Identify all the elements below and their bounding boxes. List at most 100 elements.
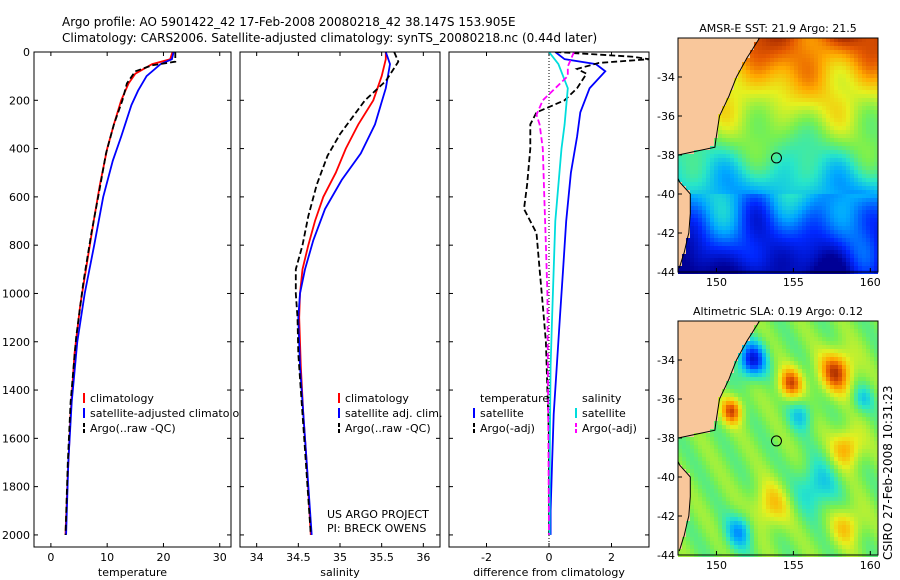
heatmap-cell	[794, 42, 798, 46]
heatmap-cell	[754, 357, 758, 361]
heatmap-cell	[754, 513, 758, 517]
heatmap-cell	[802, 449, 806, 453]
heatmap-cell	[790, 102, 794, 106]
heatmap-cell	[810, 409, 814, 413]
heatmap-cell	[762, 222, 766, 226]
heatmap-cell	[718, 118, 722, 122]
heatmap-cell	[782, 98, 786, 102]
heatmap-cell	[798, 130, 802, 134]
heatmap-cell	[834, 377, 838, 381]
heatmap-cell	[862, 473, 866, 477]
heatmap-cell	[810, 70, 814, 74]
heatmap-cell	[738, 357, 742, 361]
heatmap-cell	[858, 397, 862, 401]
heatmap-cell	[742, 473, 746, 477]
heatmap-cell	[846, 465, 850, 469]
heatmap-cell	[790, 182, 794, 186]
heatmap-cell	[806, 381, 810, 385]
heatmap-cell	[802, 226, 806, 230]
heatmap-cell	[722, 258, 726, 262]
heatmap-cell	[762, 246, 766, 250]
heatmap-cell	[810, 469, 814, 473]
heatmap-cell	[850, 489, 854, 493]
heatmap-cell	[690, 202, 694, 206]
heatmap-cell	[834, 357, 838, 361]
heatmap-cell	[770, 50, 774, 54]
heatmap-cell	[870, 469, 874, 473]
heatmap-cell	[754, 238, 758, 242]
heatmap-cell	[814, 106, 818, 110]
heatmap-cell	[778, 469, 782, 473]
heatmap-cell	[686, 170, 690, 174]
heatmap-cell	[706, 250, 710, 254]
heatmap-cell	[698, 525, 702, 529]
heatmap-cell	[862, 254, 866, 258]
heatmap-cell	[862, 238, 866, 242]
heatmap-cell	[850, 206, 854, 210]
heatmap-cell	[846, 497, 850, 501]
heatmap-cell	[730, 421, 734, 425]
heatmap-cell	[834, 174, 838, 178]
heatmap-cell	[814, 389, 818, 393]
heatmap-cell	[766, 529, 770, 533]
heatmap-cell	[790, 441, 794, 445]
heatmap-cell	[786, 114, 790, 118]
heatmap-cell	[866, 98, 870, 102]
heatmap-cell	[762, 525, 766, 529]
heatmap-cell	[846, 146, 850, 150]
heatmap-cell	[826, 190, 830, 194]
heatmap-cell	[678, 174, 682, 178]
heatmap-cell	[798, 529, 802, 533]
heatmap-cell	[870, 214, 874, 218]
heatmap-cell	[810, 242, 814, 246]
heatmap-cell	[866, 142, 870, 146]
heatmap-cell	[830, 134, 834, 138]
heatmap-cell	[826, 433, 830, 437]
heatmap-cell	[710, 533, 714, 537]
heatmap-cell	[754, 521, 758, 525]
heatmap-cell	[834, 333, 838, 337]
heatmap-cell	[770, 445, 774, 449]
heatmap-cell	[866, 214, 870, 218]
heatmap-cell	[734, 521, 738, 525]
heatmap-cell	[838, 214, 842, 218]
heatmap-cell	[806, 170, 810, 174]
heatmap-cell	[846, 258, 850, 262]
heatmap-cell	[750, 102, 754, 106]
map-title: AMSR-E SST: 21.9 Argo: 21.5	[699, 22, 857, 35]
heatmap-cell	[726, 409, 730, 413]
heatmap-cell	[690, 158, 694, 162]
heatmap-cell	[818, 533, 822, 537]
heatmap-cell	[854, 58, 858, 62]
heatmap-cell	[718, 417, 722, 421]
heatmap-cell	[854, 429, 858, 433]
heatmap-cell	[858, 186, 862, 190]
heatmap-cell	[794, 66, 798, 70]
heatmap-cell	[742, 437, 746, 441]
heatmap-cell	[874, 417, 878, 421]
heatmap-cell	[862, 437, 866, 441]
heatmap-cell	[798, 389, 802, 393]
heatmap-cell	[770, 250, 774, 254]
heatmap-cell	[806, 405, 810, 409]
heatmap-cell	[798, 449, 802, 453]
heatmap-cell	[750, 525, 754, 529]
plot-frame	[33, 51, 232, 548]
heatmap-cell	[838, 66, 842, 70]
heatmap-cell	[710, 230, 714, 234]
heatmap-cell	[734, 94, 738, 98]
heatmap-cell	[810, 325, 814, 329]
heatmap-cell	[806, 357, 810, 361]
heatmap-cell	[810, 230, 814, 234]
heatmap-cell	[698, 481, 702, 485]
heatmap-cell	[758, 345, 762, 349]
heatmap-cell	[734, 377, 738, 381]
heatmap-cell	[730, 146, 734, 150]
heatmap-cell	[702, 509, 706, 513]
heatmap-cell	[738, 453, 742, 457]
heatmap-cell	[870, 238, 874, 242]
heatmap-cell	[718, 222, 722, 226]
heatmap-cell	[702, 525, 706, 529]
heatmap-cell	[846, 230, 850, 234]
heatmap-cell	[746, 513, 750, 517]
